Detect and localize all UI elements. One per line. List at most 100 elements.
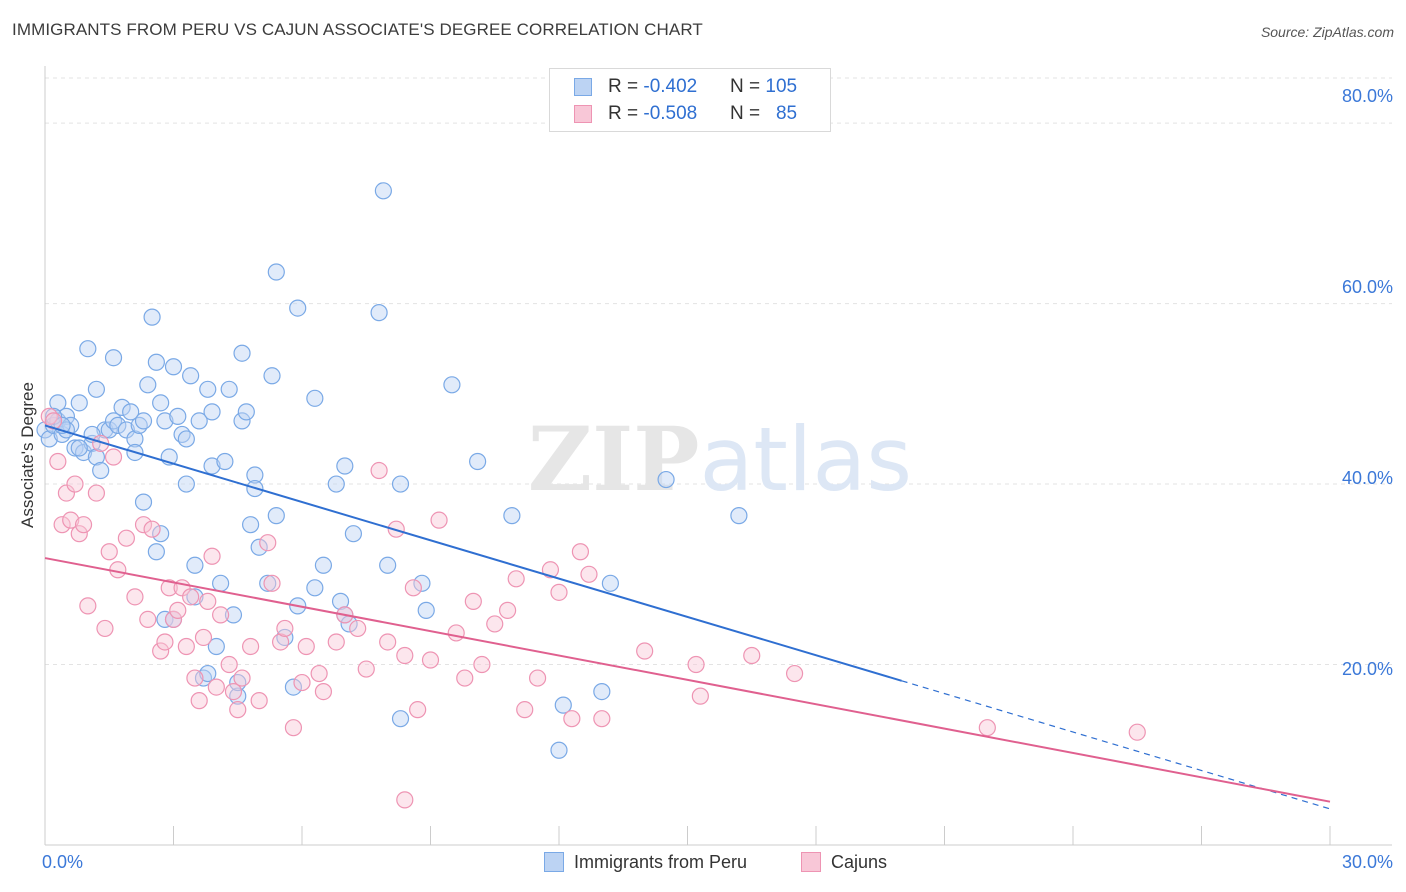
y-tick-label: 20.0% [1341, 659, 1393, 679]
data-point [186, 588, 204, 606]
data-point [139, 610, 157, 629]
y-tick-label: 40.0% [1341, 468, 1393, 488]
data-point [259, 534, 277, 552]
data-point [194, 628, 213, 647]
data-point [177, 637, 195, 656]
data-point [216, 452, 234, 471]
data-point [177, 475, 195, 493]
data-point [224, 682, 243, 701]
data-point [186, 669, 204, 687]
data-point [1128, 723, 1146, 741]
y-tick-label: 80.0% [1341, 86, 1393, 106]
data-point [160, 579, 178, 597]
data-point [62, 511, 80, 529]
data-point [70, 525, 88, 543]
data-point [199, 664, 217, 683]
data-point [117, 421, 135, 439]
legend-n-value: 105 [765, 76, 798, 97]
data-point [92, 461, 110, 480]
data-point [229, 701, 247, 719]
data-point [259, 574, 277, 592]
watermark: ZIPatlas [528, 407, 912, 511]
data-point [297, 637, 315, 656]
series-peru-points [36, 182, 748, 759]
data-point [271, 633, 290, 651]
data-point [100, 421, 118, 439]
data-point [421, 651, 440, 669]
data-point [182, 367, 200, 385]
data-point [220, 380, 238, 398]
data-point [134, 412, 153, 430]
legend-swatch-peru [574, 78, 592, 96]
data-point [349, 619, 367, 638]
data-point [507, 570, 525, 588]
data-point [207, 678, 225, 696]
data-point [571, 543, 590, 561]
data-point [242, 637, 260, 656]
data-point [541, 561, 560, 579]
data-point [224, 606, 243, 624]
data-point [233, 412, 251, 430]
data-point [379, 633, 397, 651]
data-point [109, 416, 127, 435]
data-point [601, 574, 620, 592]
data-point [104, 448, 123, 466]
data-point [503, 507, 521, 525]
data-point [156, 412, 174, 430]
legend: R = -0.402 N = 105 R = -0.508 N = 85 [549, 68, 831, 132]
data-point [152, 642, 170, 660]
data-point [169, 407, 187, 425]
data-point [177, 430, 195, 448]
trend-lines [44, 424, 1331, 810]
data-point [70, 439, 88, 457]
data-point [57, 407, 76, 425]
data-point [743, 646, 761, 665]
data-point [563, 710, 581, 728]
data-point [190, 412, 208, 430]
data-point [413, 574, 431, 592]
data-point [250, 538, 268, 556]
data-point [396, 791, 414, 809]
data-point [486, 615, 504, 633]
data-point [379, 556, 397, 574]
data-point [417, 601, 435, 619]
data-point [49, 452, 67, 471]
data-point [152, 394, 170, 412]
data-point [122, 403, 140, 421]
data-point [203, 547, 221, 565]
data-point [284, 678, 303, 696]
data-point [147, 353, 165, 371]
data-point [469, 452, 487, 471]
data-point [785, 664, 804, 683]
data-point [164, 358, 183, 376]
data-point [327, 633, 345, 651]
data-point [199, 380, 217, 398]
data-point [186, 556, 204, 574]
y-axis-label: Associate's Degree [18, 382, 37, 528]
data-point [310, 664, 328, 683]
data-point [691, 687, 709, 705]
data-point [139, 376, 157, 394]
data-point [593, 710, 611, 728]
data-point [306, 579, 324, 597]
data-point [74, 516, 93, 534]
data-point [593, 682, 611, 701]
data-point [250, 692, 268, 710]
data-point [237, 403, 255, 421]
data-point [528, 669, 547, 687]
data-point [152, 525, 170, 543]
data-point [314, 682, 333, 701]
data-point [550, 583, 568, 601]
legend-swatch-cajun [801, 852, 821, 872]
data-point [143, 520, 161, 538]
data-point [473, 655, 491, 674]
data-point [182, 588, 200, 606]
data-point [263, 367, 281, 385]
data-point [134, 493, 153, 511]
data-point [87, 448, 106, 466]
data-point [267, 263, 285, 281]
data-point [203, 403, 221, 421]
data-point [44, 407, 63, 425]
data-point [66, 439, 84, 457]
data-point [220, 655, 238, 674]
